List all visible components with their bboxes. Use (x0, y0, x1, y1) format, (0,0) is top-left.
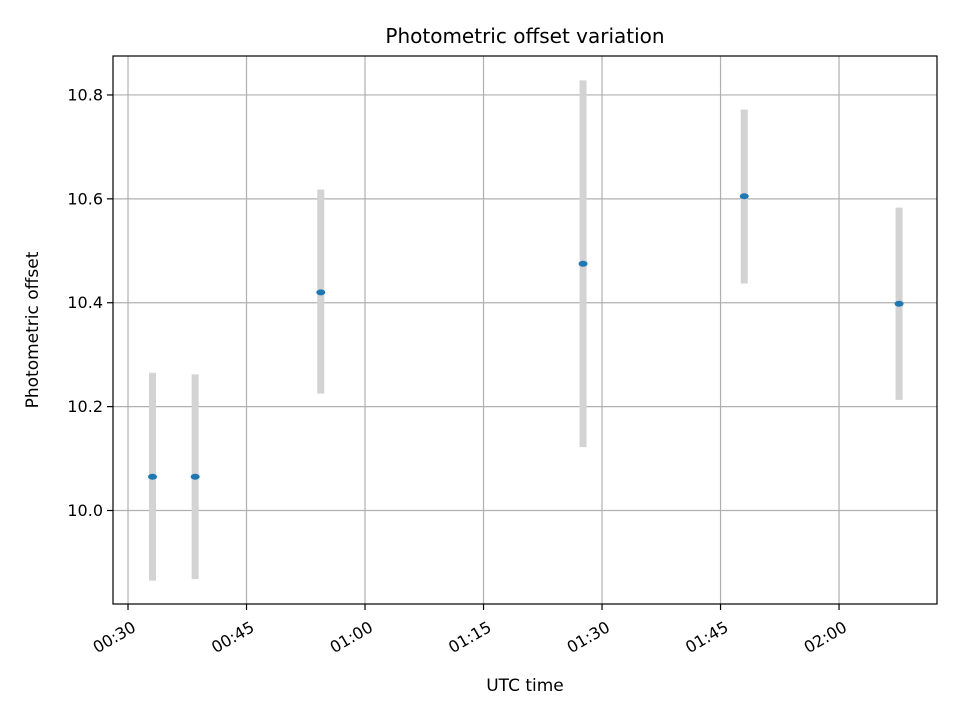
chart-title: Photometric offset variation (385, 24, 664, 48)
y-tick-label: 10.0 (67, 501, 103, 520)
y-tick-label: 10.6 (67, 189, 103, 208)
data-point (316, 289, 326, 296)
data-points (148, 193, 904, 480)
y-axis-ticks: 10.0 10.2 10.4 10.6 10.8 (67, 85, 113, 520)
plot-area-frame (112, 55, 938, 605)
x-axis-title: UTC time (486, 676, 564, 696)
y-tick-label: 10.8 (67, 85, 103, 104)
data-point (894, 300, 904, 307)
y-tick-label: 10.4 (67, 293, 103, 312)
data-point (190, 473, 200, 480)
data-point (148, 473, 158, 480)
grid (113, 56, 937, 604)
y-tick-label: 10.2 (67, 397, 103, 416)
data-point (739, 193, 749, 200)
data-point (578, 260, 588, 267)
y-axis-title: Photometric offset (23, 251, 43, 408)
